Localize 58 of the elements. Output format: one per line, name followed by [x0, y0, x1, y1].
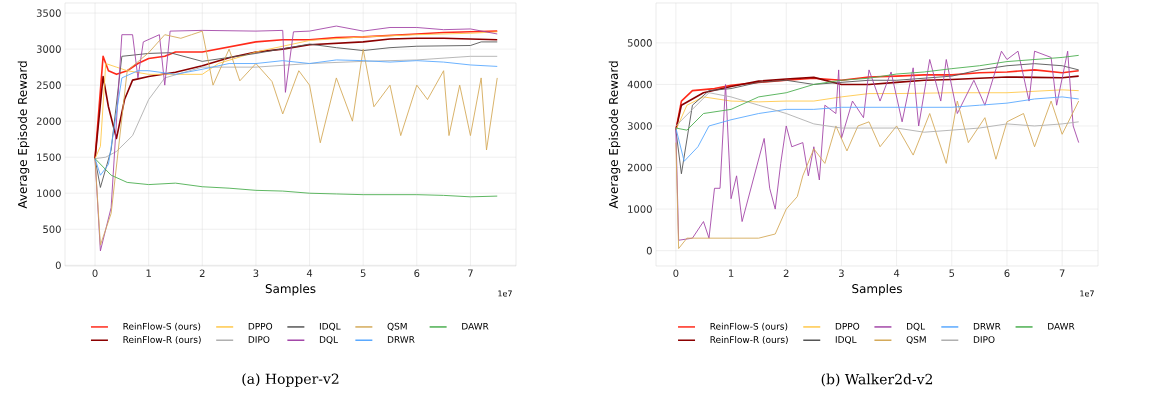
x-tick-label: 4 [893, 269, 900, 277]
legend-label: DQL [907, 322, 926, 331]
legend-label: DIPO [248, 336, 270, 343]
y-axis-title: Average Episode Reward [17, 61, 30, 209]
x-tick-label: 7 [468, 269, 473, 277]
legend-label: DIPO [973, 336, 995, 343]
x-tick-label: 7 [1059, 269, 1065, 277]
y-tick-label: 3000 [36, 45, 61, 53]
legend-label: DRWR [387, 336, 415, 343]
legend-label: DPPO [835, 322, 860, 330]
x-tick-label: 1 [728, 269, 734, 277]
y-tick-label: 1000 [628, 205, 652, 213]
y-tick-label: 1000 [37, 189, 61, 197]
y-tick-label: 500 [43, 225, 61, 234]
x-tick-label: 1 [146, 269, 151, 277]
y-tick-label: 0 [646, 246, 652, 255]
x-tick-label: 4 [306, 269, 313, 277]
x-tick-label: 0 [673, 269, 679, 278]
line-series [94, 41, 498, 188]
y-tick-label: 0 [55, 261, 61, 270]
line-series [94, 59, 498, 176]
y-tick-label: 3500 [36, 9, 61, 17]
legend-label: ReinFlow-S (ours) [123, 322, 201, 331]
x-tick-label: 6 [414, 269, 420, 278]
legend-label: ReinFlow-R (ours) [123, 336, 201, 345]
legend-label: IDQL [319, 322, 341, 331]
legend-label: QSM [906, 336, 926, 344]
legend-label: DPPO [248, 322, 273, 330]
x-tick-label: 2 [783, 269, 789, 277]
x-axis-title: Samples [265, 283, 316, 296]
x-tick-label: 0 [92, 269, 98, 278]
x-tick-label: 5 [949, 269, 955, 277]
x-tick-label: 2 [199, 269, 205, 277]
x-axis-title: Samples [852, 283, 902, 296]
x-tick-label: 3 [253, 269, 259, 278]
x-tick-label: 6 [1004, 269, 1010, 278]
legend-label: IDQL [835, 336, 857, 344]
x-tick-label: 5 [360, 269, 366, 277]
x-tick-label: 3 [839, 269, 844, 278]
y-tick-label: 1500 [37, 153, 61, 161]
y-tick-label: 3000 [627, 122, 652, 130]
y-tick-label: 2000 [36, 117, 61, 125]
legend-label: DAWR [1048, 322, 1075, 330]
y-tick-label: 2000 [627, 163, 652, 172]
y-tick-label: 5000 [627, 39, 652, 47]
y-axis-title: Average Episode Reward [608, 61, 621, 209]
legend-label: DAWR [462, 322, 489, 330]
legend-label: ReinFlow-R (ours) [710, 336, 788, 345]
text: (b) Walker2d-v2 [821, 373, 933, 387]
line-series [94, 158, 498, 198]
legend-label: DQL [319, 336, 338, 344]
legend-label: DRWR [973, 322, 1001, 330]
line-series [675, 50, 1080, 241]
text: (a) Hopper-v2 [242, 373, 339, 387]
legend-label: ReinFlow-S (ours) [710, 322, 788, 331]
y-tick-label: 2500 [36, 81, 61, 89]
legend-label: QSM [387, 322, 407, 331]
y-tick-label: 4000 [627, 80, 652, 89]
